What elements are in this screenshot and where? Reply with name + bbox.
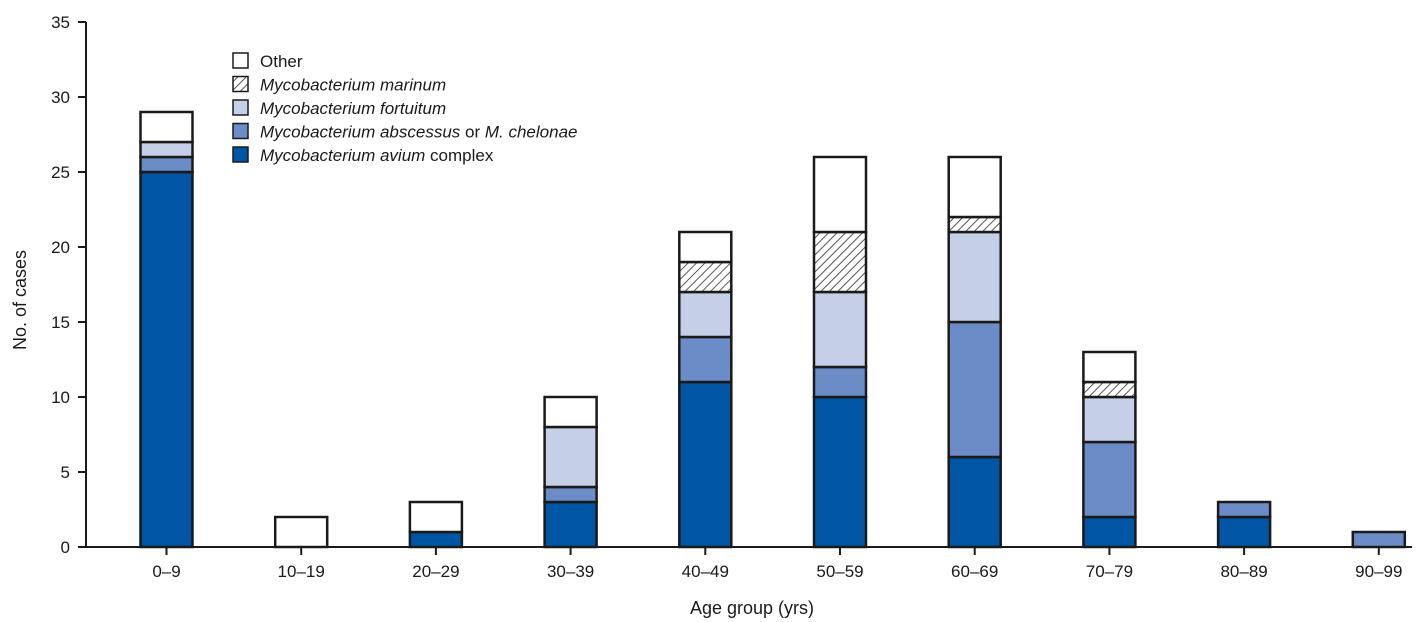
x-tick-label: 50–59 xyxy=(816,562,863,581)
legend-swatch-mac xyxy=(232,146,249,163)
bar-segment-mac xyxy=(678,380,733,549)
bar-segment-marinum xyxy=(812,230,868,294)
bar-segment-mac xyxy=(947,455,1002,549)
bar-segment-fortuitum xyxy=(812,290,868,369)
x-tick-label: 90–99 xyxy=(1355,562,1402,581)
legend-swatch-fortuitum xyxy=(232,99,249,116)
bar-segment-fortuitum xyxy=(678,290,733,339)
bar-segment-abscessus xyxy=(1216,500,1272,519)
legend-swatch-marinum xyxy=(232,75,249,93)
bar-segment-mac xyxy=(139,170,194,549)
bar-segment-other xyxy=(1082,350,1137,384)
x-tick-label: 20–29 xyxy=(412,562,459,581)
bar-segment-abscessus xyxy=(947,320,1002,459)
axes-layer: 0 5 10 15 20 25 30 35 0–9 10–19 20–29 30–39 40–49 50–… xyxy=(51,13,1412,581)
bar-segment-other xyxy=(812,155,868,234)
bar-segment-abscessus xyxy=(139,155,194,174)
legend-label-marinum: Mycobacterium marinum xyxy=(260,76,446,95)
y-tick-label: 15 xyxy=(51,313,70,332)
bar-segment-marinum xyxy=(947,215,1002,234)
legend-label-fortuitum: Mycobacterium fortuitum xyxy=(260,99,446,118)
bar-segment-abscessus xyxy=(1351,530,1407,549)
x-tick-label: 0–9 xyxy=(152,562,180,581)
bar-segment-mac xyxy=(812,395,868,549)
bar-segment-fortuitum xyxy=(947,230,1002,324)
bar-segment-abscessus xyxy=(812,365,868,399)
bar-segment-mac xyxy=(1082,515,1137,549)
y-axis-title: No. of cases xyxy=(10,250,30,350)
bar-segment-fortuitum xyxy=(543,425,598,489)
legend-label-other: Other xyxy=(260,52,303,71)
x-tick-label: 80–89 xyxy=(1220,562,1267,581)
bar-segment-other xyxy=(947,155,1002,219)
x-tick-label: 70–79 xyxy=(1086,562,1133,581)
y-tick-label: 5 xyxy=(61,463,70,482)
y-tick-label: 30 xyxy=(51,88,70,107)
y-tick-label: 20 xyxy=(51,238,70,257)
bar-segment-mac xyxy=(543,500,598,549)
legend-label-mac: Mycobacterium avium complex xyxy=(260,146,494,165)
bar-segment-other xyxy=(139,110,194,144)
bar-segment-other xyxy=(408,500,464,534)
bar-segment-other xyxy=(543,395,598,429)
bar-segment-marinum xyxy=(678,260,733,294)
x-tick-label: 40–49 xyxy=(682,562,729,581)
bar-segment-other xyxy=(273,515,329,549)
x-tick-label: 10–19 xyxy=(278,562,325,581)
bar-segment-abscessus xyxy=(678,335,733,384)
bar-segment-marinum xyxy=(1082,380,1137,399)
legend-swatch-other xyxy=(232,52,249,69)
y-tick-label: 25 xyxy=(51,163,70,182)
y-tick-label: 10 xyxy=(51,388,70,407)
legend-label-abscessus: Mycobacterium abscessus or M. chelonae xyxy=(260,123,578,142)
legend-swatch-abscessus xyxy=(232,122,249,140)
y-tick-label: 35 xyxy=(51,13,70,32)
bar-segment-abscessus xyxy=(1082,440,1137,519)
bar-segment-mac xyxy=(408,530,464,549)
y-tick-label: 0 xyxy=(61,538,70,557)
bar-segment-abscessus xyxy=(543,485,598,504)
x-axis-title: Age group (yrs) xyxy=(690,598,814,618)
bar-segment-other xyxy=(678,230,733,264)
bars-layer xyxy=(139,110,1407,549)
bar-segment-mac xyxy=(1216,515,1272,549)
legend: Other Mycobacterium marinum Mycobacterium … xyxy=(232,52,578,165)
bar-segment-fortuitum xyxy=(1082,395,1137,444)
x-tick-label: 30–39 xyxy=(547,562,594,581)
bar-segment-fortuitum xyxy=(139,140,194,159)
x-tick-label: 60–69 xyxy=(951,562,998,581)
